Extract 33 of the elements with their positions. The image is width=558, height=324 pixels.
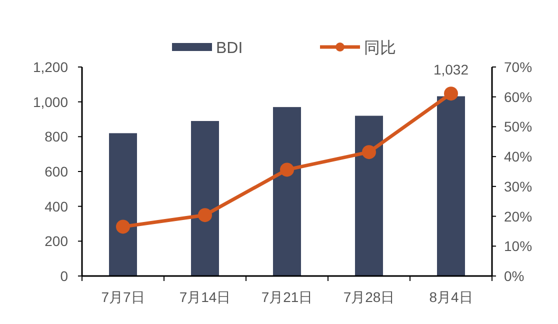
bar (437, 96, 465, 276)
y2-tick-label: 20% (504, 208, 532, 224)
x-tick-label: 7月28日 (343, 289, 395, 305)
legend-label: 同比 (364, 39, 396, 57)
bar (273, 107, 301, 276)
bar (191, 120, 219, 276)
y-tick-label: 400 (44, 198, 68, 214)
y2-tick-label: 60% (504, 88, 532, 105)
y2-tick-label: 10% (504, 238, 532, 254)
y-tick-label: 200 (44, 233, 68, 250)
data-label: 1,032 (433, 61, 469, 78)
x-tick-label: 7月7日 (101, 289, 145, 305)
point (280, 162, 294, 177)
legend-label: BDI (216, 40, 243, 57)
y2-tick-label: 50% (504, 118, 532, 135)
y2-tick-label: 0% (504, 268, 524, 284)
x-tick-label: 7月14日 (179, 289, 231, 305)
point (362, 145, 376, 160)
bar (109, 133, 137, 276)
y-tick-label: 1,000 (32, 94, 68, 110)
y2-tick-label: 40% (504, 148, 532, 165)
x-tick-label: 7月21日 (261, 289, 313, 305)
y2-tick-label: 70% (504, 59, 532, 75)
point (444, 86, 458, 101)
y-tick-label: 1,200 (32, 59, 68, 75)
point (116, 220, 130, 234)
bar (355, 116, 383, 276)
y-tick-label: 800 (44, 128, 68, 145)
y-tick-label: 0 (60, 268, 68, 284)
x-tick-label: 8月4日 (429, 289, 473, 305)
point (198, 208, 212, 222)
y-tick-label: 600 (44, 164, 68, 180)
y2-tick-label: 30% (504, 178, 532, 194)
